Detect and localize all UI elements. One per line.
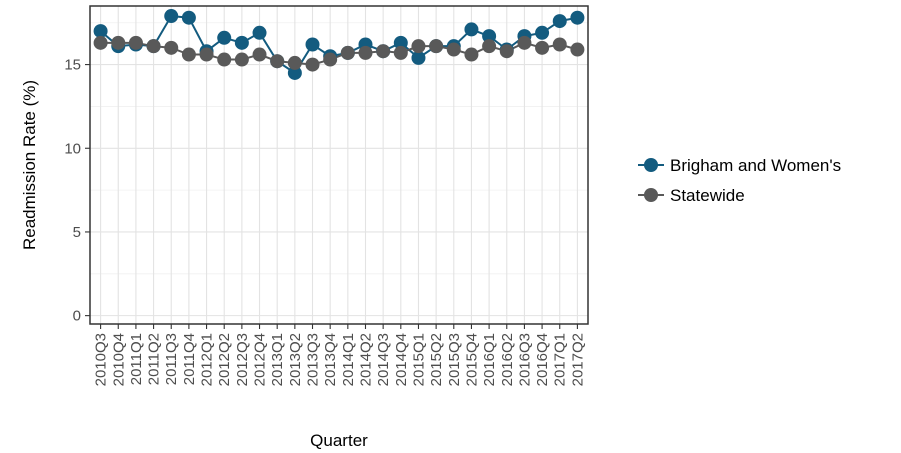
series-line-statewide <box>100 41 578 66</box>
x-tick-label: 2014Q1 <box>340 333 357 386</box>
plot-background <box>90 6 588 324</box>
data-point-statewide <box>464 47 479 62</box>
legend-label-statewide: Statewide <box>670 186 745 205</box>
data-point-brigham <box>570 10 585 25</box>
data-point-brigham <box>252 25 267 40</box>
data-point-statewide <box>429 39 444 54</box>
x-tick-label: 2012Q1 <box>199 333 216 386</box>
data-point-statewide <box>217 52 232 67</box>
x-tick-label: 2016Q1 <box>481 333 498 386</box>
data-point-statewide <box>234 52 249 67</box>
data-point-brigham <box>234 35 249 50</box>
data-point-statewide <box>411 39 426 54</box>
y-tick-label: 5 <box>73 224 81 241</box>
data-point-statewide <box>164 40 179 55</box>
series-layer <box>93 9 585 80</box>
data-point-statewide <box>323 52 338 67</box>
x-tick-label: 2014Q4 <box>393 333 410 386</box>
x-tick-label: 2011Q3 <box>163 333 180 385</box>
data-point-brigham <box>305 37 320 52</box>
data-point-statewide <box>358 45 373 60</box>
x-axis-title: Quarter <box>310 431 368 450</box>
x-tick-label: 2011Q2 <box>146 333 163 385</box>
data-point-statewide <box>252 47 267 62</box>
x-tick-label: 2017Q1 <box>552 333 569 386</box>
data-point-statewide <box>535 40 550 55</box>
data-point-statewide <box>270 54 285 69</box>
legend: Brigham and Women's Statewide <box>638 156 841 205</box>
legend-key-point <box>644 158 658 172</box>
x-tick-label: 2013Q1 <box>269 333 286 386</box>
x-tick-label: 2016Q3 <box>516 333 533 386</box>
x-tick-label: 2015Q4 <box>463 333 480 386</box>
data-point-statewide <box>446 42 461 57</box>
data-point-statewide <box>181 47 196 62</box>
data-point-statewide <box>482 39 497 54</box>
data-point-statewide <box>376 44 391 59</box>
data-point-brigham <box>464 22 479 37</box>
data-point-statewide <box>128 35 143 50</box>
data-point-statewide <box>111 35 126 50</box>
x-tick-label: 2011Q1 <box>128 333 145 385</box>
x-tick-label: 2014Q2 <box>357 333 374 386</box>
plot-border <box>89 5 589 325</box>
data-point-brigham <box>93 24 108 39</box>
y-axis-title: Readmission Rate (%) <box>20 80 39 250</box>
data-point-brigham <box>535 25 550 40</box>
x-tick-label: 2012Q2 <box>216 333 233 386</box>
x-tick-label: 2017Q2 <box>569 333 586 386</box>
data-point-statewide <box>305 57 320 72</box>
axes: 0 5 10 15 2010Q3 2010Q4 2011Q1 2011Q2 2011Q3 2011… <box>64 57 586 387</box>
x-tick-label: 2013Q4 <box>322 333 339 386</box>
data-point-brigham <box>552 14 567 29</box>
legend-key-point <box>644 188 658 202</box>
data-point-brigham <box>287 65 302 80</box>
x-tick-label: 2013Q3 <box>305 333 322 386</box>
y-tick-label: 15 <box>64 57 81 74</box>
data-point-statewide <box>93 35 108 50</box>
x-tick-label: 2010Q4 <box>110 333 127 386</box>
data-point-statewide <box>393 45 408 60</box>
data-point-statewide <box>570 42 585 57</box>
data-point-statewide <box>146 39 161 54</box>
x-tick-label: 2016Q2 <box>499 333 516 386</box>
x-tick-label: 2010Q3 <box>93 333 110 386</box>
x-tick-label: 2012Q3 <box>234 333 251 386</box>
x-tick-label: 2012Q4 <box>252 333 269 386</box>
x-tick-label: 2011Q4 <box>181 333 198 385</box>
x-tick-label: 2013Q2 <box>287 333 304 386</box>
legend-label-brigham: Brigham and Women's <box>670 156 841 175</box>
series-line-brigham <box>99 14 578 75</box>
x-tick-label: 2016Q4 <box>534 333 551 386</box>
data-point-statewide <box>287 55 302 70</box>
data-point-brigham <box>482 29 497 44</box>
data-point-brigham <box>393 35 408 50</box>
data-point-statewide <box>199 47 214 62</box>
x-tick-label: 2015Q3 <box>446 333 463 386</box>
data-point-statewide <box>340 45 355 60</box>
x-tick-label: 2015Q2 <box>428 333 445 386</box>
data-point-statewide <box>517 35 532 50</box>
data-point-statewide <box>552 37 567 52</box>
x-tick-label: 2015Q1 <box>410 333 427 386</box>
data-point-brigham <box>217 30 232 45</box>
data-point-statewide <box>499 44 514 59</box>
x-tick-label: 2014Q3 <box>375 333 392 386</box>
data-point-brigham <box>181 10 196 25</box>
data-point-brigham <box>164 9 179 24</box>
grid-lines <box>90 6 588 324</box>
y-tick-label: 0 <box>73 308 81 325</box>
data-point-brigham <box>411 50 426 65</box>
y-tick-label: 10 <box>64 140 81 157</box>
